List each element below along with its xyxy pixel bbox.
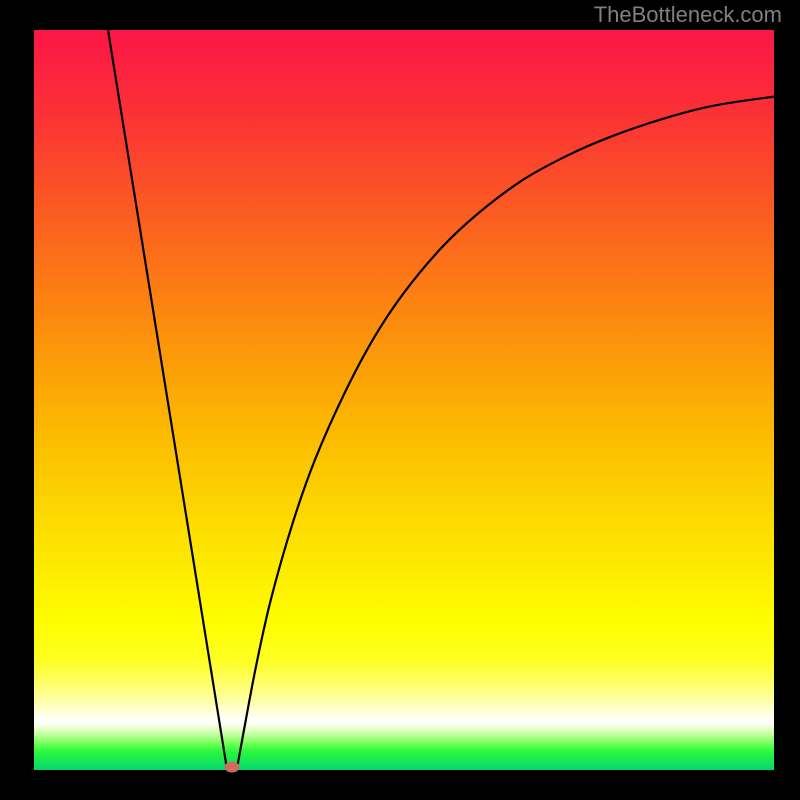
watermark-text: TheBottleneck.com (594, 2, 782, 28)
minimum-marker (224, 762, 239, 773)
bottleneck-curve (34, 30, 774, 770)
plot-area (34, 30, 774, 770)
